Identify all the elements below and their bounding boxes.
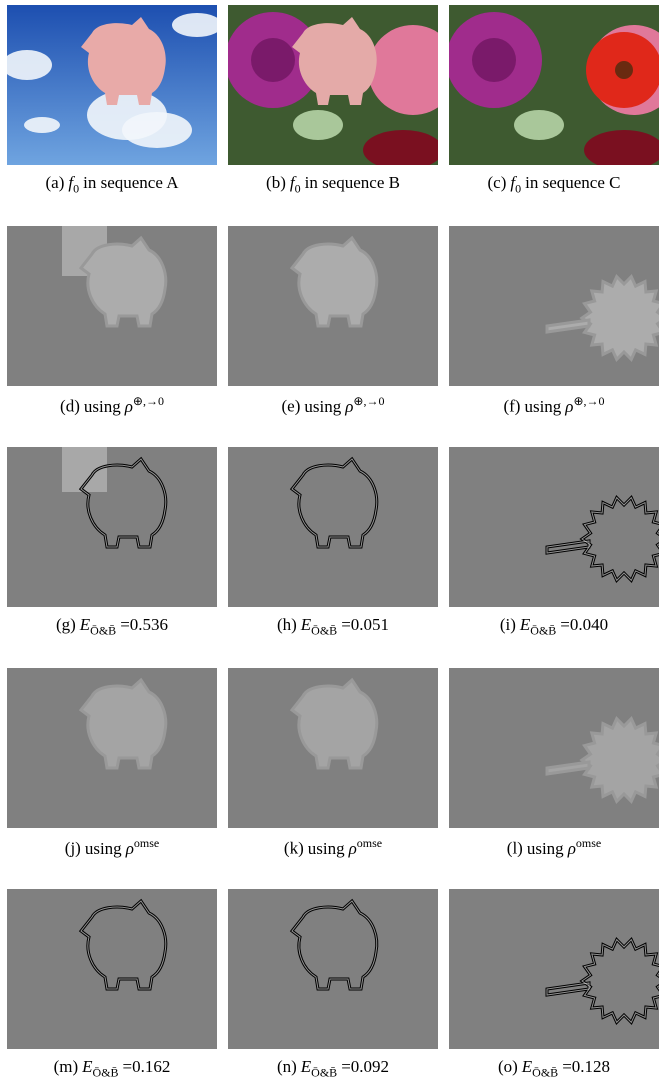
caption-label: (e) xyxy=(282,397,301,416)
caption-label: (l) xyxy=(507,839,523,858)
caption-post: in sequence C xyxy=(525,173,620,192)
panel-image xyxy=(228,226,438,386)
caption-sup: omse xyxy=(576,836,601,850)
panel-image xyxy=(449,447,659,607)
caption-post: =0.040 xyxy=(560,615,608,634)
leaf xyxy=(514,110,564,140)
figure: (a)f0in sequence A(b)f0in sequence B(c)f… xyxy=(0,0,659,1081)
panel-image xyxy=(449,5,659,165)
panel-image xyxy=(449,668,659,828)
panel-image xyxy=(449,889,659,1049)
background xyxy=(7,889,217,1049)
panel-image xyxy=(7,447,217,607)
panel-image xyxy=(7,226,217,386)
caption-label: (o) xyxy=(498,1057,518,1076)
caption-sup: ⊕,→0 xyxy=(573,394,604,408)
caption-label: (c) xyxy=(488,173,507,192)
caption-sub: Ō&B̄ xyxy=(90,623,116,637)
caption-label: (j) xyxy=(65,839,81,858)
panel-image xyxy=(7,5,217,165)
caption-label: (b) xyxy=(266,173,286,192)
caption-sub: 0 xyxy=(515,181,521,195)
caption-label: (h) xyxy=(277,615,297,634)
caption: (i)EŌ&B̄ =0.040 xyxy=(444,615,659,638)
caption-sub: 0 xyxy=(73,181,79,195)
caption-sym: ρ xyxy=(349,839,357,858)
background xyxy=(228,889,438,1049)
caption-pre: using xyxy=(527,839,564,858)
caption: (e)usingρ⊕,→0 xyxy=(223,394,443,417)
caption-sup: omse xyxy=(357,836,382,850)
caption-sub: Ō&B̄ xyxy=(311,1065,337,1079)
panel-image xyxy=(228,5,438,165)
caption-sym: E xyxy=(522,1057,532,1076)
caption-sup: omse xyxy=(134,836,159,850)
caption: (k)usingρomse xyxy=(223,836,443,859)
leaf xyxy=(293,110,343,140)
caption-label: (a) xyxy=(46,173,65,192)
caption: (g)EŌ&B̄ =0.536 xyxy=(2,615,222,638)
caption-post: =0.092 xyxy=(341,1057,389,1076)
caption-sym: ρ xyxy=(568,839,576,858)
caption-pre: using xyxy=(85,839,122,858)
caption-sub: Ō&B̄ xyxy=(530,623,556,637)
caption-sub: Ō&B̄ xyxy=(532,1065,558,1079)
caption-sym: E xyxy=(301,615,311,634)
background xyxy=(449,889,659,1049)
caption-sup: ⊕,→0 xyxy=(353,394,384,408)
caption-sym: E xyxy=(82,1057,92,1076)
panel-image xyxy=(228,889,438,1049)
caption-pre: using xyxy=(304,397,341,416)
caption-sup: ⊕,→0 xyxy=(133,394,164,408)
caption-sym: ρ xyxy=(126,839,134,858)
caption-label: (n) xyxy=(277,1057,297,1076)
cloud xyxy=(24,117,60,133)
caption-post: =0.162 xyxy=(123,1057,171,1076)
caption-sub: Ō&B̄ xyxy=(311,623,337,637)
caption-post: =0.128 xyxy=(562,1057,610,1076)
caption-label: (i) xyxy=(500,615,516,634)
caption-post: in sequence A xyxy=(83,173,178,192)
caption-sym: ρ xyxy=(125,397,133,416)
rose-center xyxy=(251,38,295,82)
rose-center xyxy=(472,38,516,82)
background xyxy=(7,447,217,607)
panel-image xyxy=(228,668,438,828)
flower-center xyxy=(615,61,633,79)
caption-label: (k) xyxy=(284,839,304,858)
background xyxy=(449,447,659,607)
caption-sub: 0 xyxy=(295,181,301,195)
caption-sym: E xyxy=(520,615,530,634)
caption-post: =0.051 xyxy=(341,615,389,634)
caption: (m)EŌ&B̄ =0.162 xyxy=(2,1057,222,1080)
caption-sym: E xyxy=(301,1057,311,1076)
panel-image xyxy=(7,668,217,828)
caption-label: (d) xyxy=(60,397,80,416)
panel-image xyxy=(228,447,438,607)
caption-label: (m) xyxy=(54,1057,79,1076)
caption-post: in sequence B xyxy=(305,173,400,192)
caption-sub: Ō&B̄ xyxy=(93,1065,119,1079)
caption-pre: using xyxy=(84,397,121,416)
panel-image xyxy=(7,889,217,1049)
caption-pre: using xyxy=(524,397,561,416)
caption-post: =0.536 xyxy=(120,615,168,634)
background xyxy=(228,447,438,607)
cloud xyxy=(122,112,192,148)
caption: (o)EŌ&B̄ =0.128 xyxy=(444,1057,659,1080)
caption-sym: E xyxy=(80,615,90,634)
panel-image xyxy=(449,226,659,386)
caption-label: (g) xyxy=(56,615,76,634)
caption: (h)EŌ&B̄ =0.051 xyxy=(223,615,443,638)
caption: (n)EŌ&B̄ =0.092 xyxy=(223,1057,443,1080)
caption-label: (f) xyxy=(503,397,520,416)
caption-pre: using xyxy=(308,839,345,858)
